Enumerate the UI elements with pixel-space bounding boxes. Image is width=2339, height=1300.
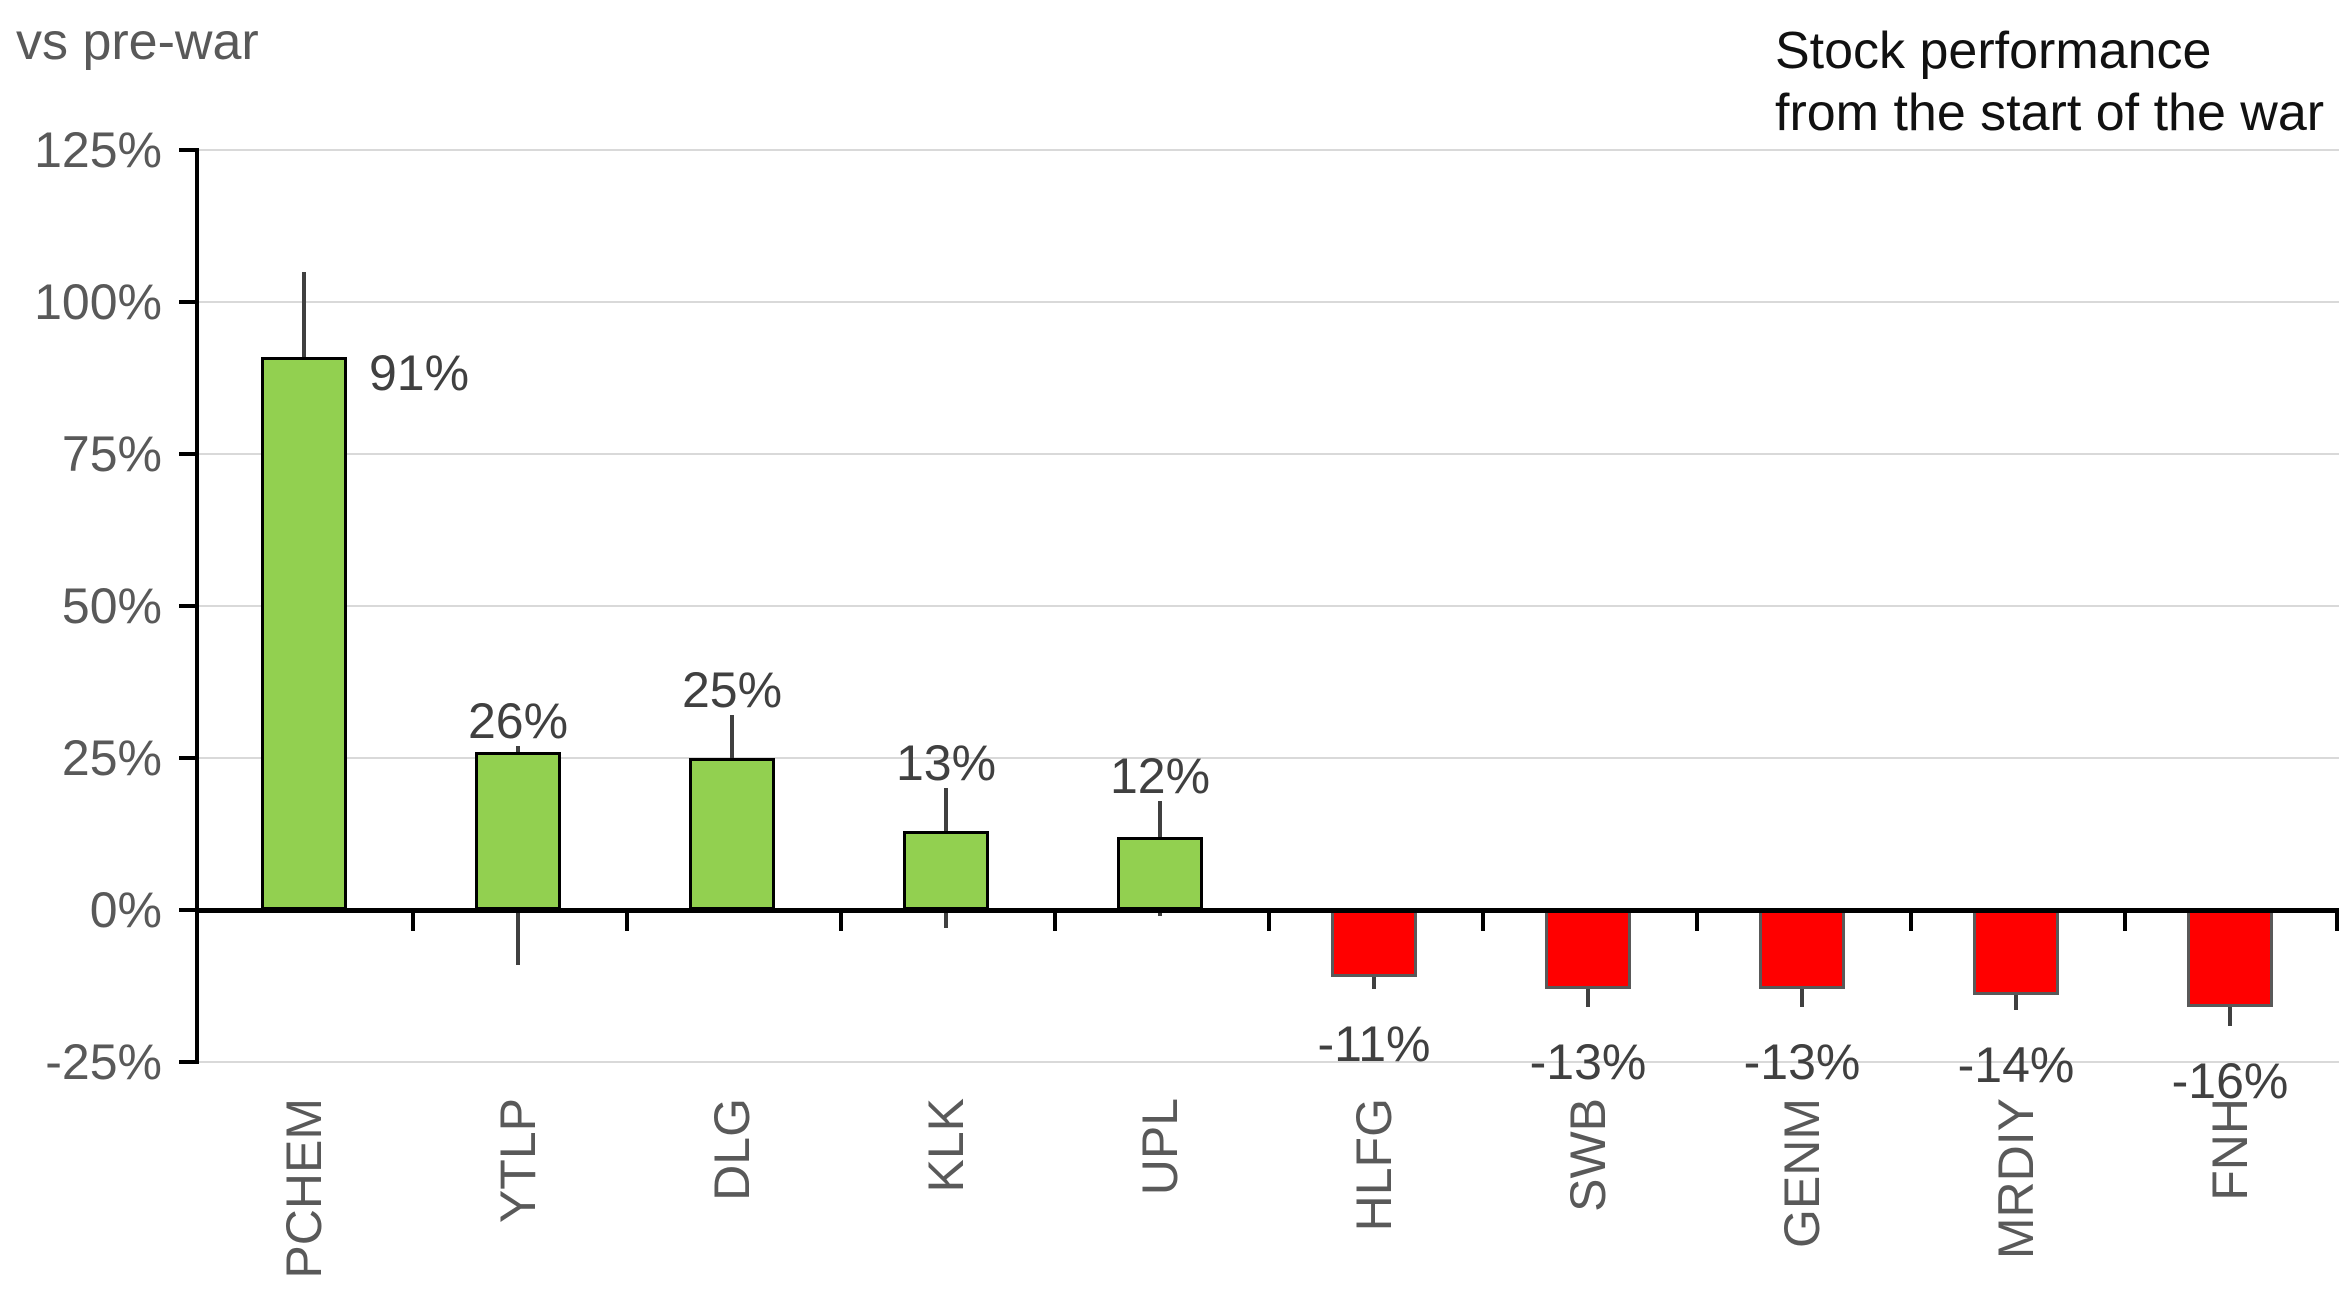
y-axis-line [195,148,199,1064]
bar-hlfg [1331,910,1417,977]
y-axis-label: -25% [45,1034,162,1090]
data-label: -16% [2171,1052,2289,1109]
y-axis-tick [179,604,197,608]
chart-title-line2: from the start of the war [1775,84,2325,142]
x-axis-label-mrdiy: MRDIY [1988,1098,2044,1260]
error-whisker-high [302,271,306,357]
error-whisker-low [2014,995,2018,1011]
bar-swb [1545,910,1631,990]
error-whisker-low [516,910,520,965]
bar-klk [903,830,989,910]
y-axis-note: vs pre-war [16,13,259,71]
data-label: 25% [681,662,783,719]
x-axis-tick [411,913,415,931]
x-axis-label-upl: UPL [1132,1098,1188,1196]
y-axis-tick [179,1060,197,1064]
x-axis-label-dlg: DLG [704,1098,760,1201]
chart-title: Stock performance from the start of the … [1775,20,2324,144]
gridline [197,453,2339,455]
gridline [197,757,2339,759]
data-label: -13% [1743,1034,1861,1091]
data-label: 12% [1109,747,1211,804]
gridline [197,149,2339,151]
error-whisker-high [730,715,734,758]
y-axis-label: 50% [61,578,162,634]
y-axis-tick [179,452,197,456]
y-axis-label: 100% [34,274,162,330]
x-axis-label-hlfg: HLFG [1346,1098,1402,1232]
x-axis-tick [1909,913,1913,931]
x-axis-tick [625,913,629,931]
x-axis-label-swb: SWB [1560,1098,1616,1212]
gridline [197,1061,2339,1063]
data-label: -11% [1317,1016,1431,1073]
error-whisker-low [1158,910,1162,917]
y-axis-tick [179,908,197,912]
x-axis-line [197,908,2339,913]
x-axis-tick [1053,913,1057,931]
gridline [197,605,2339,607]
y-axis-label: 25% [61,730,162,786]
error-whisker-low [1586,989,1590,1008]
x-axis-label-pchem: PCHEM [276,1098,332,1279]
data-label: 13% [895,735,997,792]
x-axis-label-klk: KLK [918,1098,974,1193]
error-whisker-low [2228,1007,2232,1026]
data-label: -13% [1529,1034,1647,1091]
y-axis-tick [179,148,197,152]
x-axis-tick [1695,913,1699,931]
y-axis-label: 75% [61,426,162,482]
bar-fnh [2187,910,2273,1008]
x-axis-label-fnh: FNH [2202,1098,2258,1201]
y-axis-tick [179,756,197,760]
data-label: -14% [1957,1037,2075,1094]
bar-genm [1759,910,1845,990]
x-axis-tick [2335,913,2339,931]
y-axis-tick [179,300,197,304]
error-whisker-low [944,910,948,929]
x-axis-label-genm: GENM [1774,1098,1830,1248]
x-axis-label-ytlp: YTLP [490,1098,546,1224]
error-whisker-low [1800,989,1804,1008]
error-whisker-high [516,745,520,752]
x-axis-tick [1481,913,1485,931]
bar-upl [1117,837,1203,910]
x-axis-tick [1267,913,1271,931]
bar-mrdiy [1973,910,2059,996]
chart-title-line1: Stock performance [1775,22,2212,80]
y-axis-label: 125% [34,122,162,178]
bar-dlg [689,758,775,910]
error-whisker-high [1158,800,1162,838]
gridline [197,301,2339,303]
bar-ytlp [475,751,561,910]
x-axis-tick [2123,913,2127,931]
bar-pchem [261,356,347,910]
data-label: 26% [467,692,569,749]
y-axis-label: 0% [89,882,162,938]
error-whisker-low [1372,976,1376,990]
error-whisker-high [944,788,948,831]
data-label: 91% [369,344,470,401]
x-axis-tick [839,913,843,931]
